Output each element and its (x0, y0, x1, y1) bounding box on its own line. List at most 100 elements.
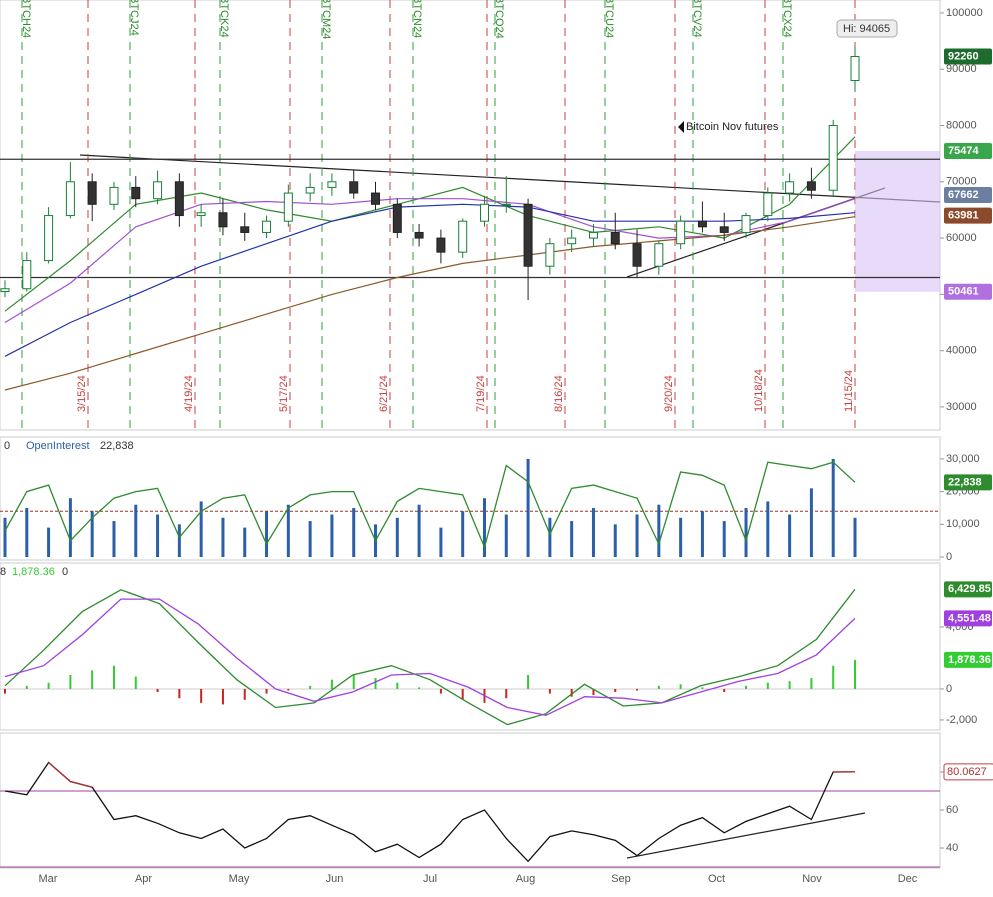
volume-bar (461, 511, 465, 558)
value-label-box (944, 651, 992, 668)
contract-label: BTCQ24 (493, 0, 505, 39)
histogram-bar (854, 659, 856, 689)
expiry-label: 3/15/24 (76, 375, 88, 412)
contract-label: BTCH24 (20, 0, 32, 38)
candle-body (414, 231, 424, 239)
value-label-box (944, 581, 992, 598)
x-tick-label: Dec (898, 873, 918, 885)
candle-body (0, 288, 10, 293)
volume-bar (722, 521, 726, 558)
x-tick-label: May (229, 873, 250, 885)
candle-body (349, 181, 359, 194)
volume-bar (853, 517, 857, 558)
candle-body (458, 220, 468, 253)
histogram-bar (69, 675, 72, 689)
candle-body (741, 215, 751, 233)
value-label: 67662 (948, 189, 979, 201)
price-panel (0, 0, 941, 431)
panel-header: 8 (0, 566, 6, 578)
y-tick-label: -2,000 (946, 714, 977, 726)
volume-bar (635, 514, 639, 558)
panel-header: 22,838 (100, 440, 134, 452)
trendline (626, 812, 866, 859)
candle-body (87, 181, 97, 205)
candle-body (632, 243, 642, 267)
volume-bar (831, 458, 835, 558)
contract-label: BTCN24 (411, 0, 423, 38)
y-tick-label: 60 (946, 804, 958, 816)
candle-body (22, 260, 32, 290)
candle-body (479, 203, 489, 222)
volume-bar (308, 521, 312, 558)
volume-bar (352, 507, 356, 558)
y-tick-label: 100000 (946, 7, 983, 19)
histogram-bar (200, 688, 203, 703)
histogram-bar (570, 688, 573, 697)
oi-panel (0, 436, 941, 561)
high-label: Hi: 94065 (843, 23, 890, 35)
histogram-bar (396, 682, 399, 689)
histogram-bar (243, 688, 246, 700)
volume-bar (700, 511, 704, 558)
y-tick-label: 90000 (946, 63, 977, 75)
candle-body (283, 192, 293, 222)
x-tick-label: Mar (39, 873, 58, 885)
histogram-bar (91, 670, 94, 689)
value-label: 63981 (948, 210, 979, 222)
open-interest-line (4, 461, 856, 550)
histogram-bar (439, 688, 442, 694)
high-label-box (836, 19, 898, 38)
candle-body (153, 181, 163, 200)
contract-label: BTCJ24 (128, 0, 140, 36)
volume-bar (265, 511, 269, 558)
contract-label: BTCX24 (781, 0, 793, 38)
histogram-bar (788, 681, 791, 689)
histogram-bar (527, 675, 530, 689)
expiry-label: 8/16/24 (553, 375, 565, 412)
candle-body (436, 237, 446, 253)
histogram-bar (832, 665, 835, 689)
histogram-bar (309, 685, 312, 689)
y-tick-label: 60000 (946, 232, 977, 244)
volume-bar (177, 524, 181, 558)
expiry-label: 11/15/24 (843, 370, 855, 412)
candle-body (763, 192, 773, 217)
candle-body (654, 243, 664, 267)
y-tick-label: 0 (946, 683, 952, 695)
volume-bar (482, 498, 486, 558)
x-tick-label: Nov (802, 873, 822, 885)
candle-body (501, 203, 511, 206)
histogram-bar (134, 676, 137, 689)
value-area (855, 150, 940, 292)
histogram-bar (4, 688, 6, 694)
candle-body (610, 231, 620, 245)
moving-average (4, 203, 856, 357)
panel-header: 0 (4, 440, 10, 452)
candle-body (719, 226, 729, 233)
value-label-box (943, 763, 993, 781)
volume-bar (68, 498, 72, 558)
histogram-bar (614, 688, 617, 693)
histogram-bar (461, 688, 464, 700)
rsi-line (4, 761, 856, 863)
y-tick-label: 0 (946, 551, 952, 563)
histogram-bar (265, 688, 268, 694)
histogram-bar (810, 678, 813, 689)
histogram-bar (352, 675, 355, 689)
candle-body (697, 220, 707, 228)
candle-body (65, 181, 75, 217)
volume-bar (156, 514, 160, 558)
histogram-bar (679, 684, 682, 689)
value-label-box (944, 283, 992, 300)
value-label: 1,878.36 (948, 654, 991, 666)
x-tick-label: Sep (611, 873, 631, 885)
macd-line (4, 598, 856, 716)
rsi-panel (0, 732, 941, 869)
x-tick-label: Jun (326, 873, 344, 885)
candle-body (240, 226, 250, 233)
volume-bar (47, 527, 51, 558)
expiry-label: 7/19/24 (475, 375, 487, 412)
x-tick-label: Apr (135, 873, 152, 885)
histogram-bar (701, 687, 704, 689)
